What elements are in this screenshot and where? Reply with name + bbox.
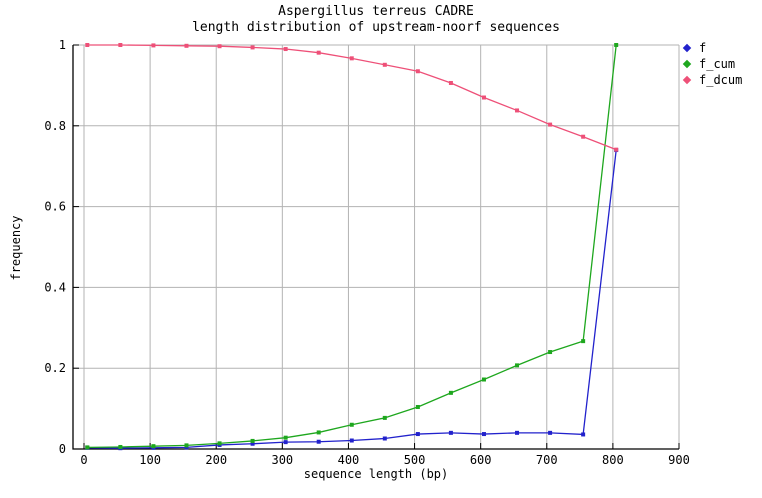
legend: f f_cum f_dcum xyxy=(681,40,742,88)
chart-subtitle: length distribution of upstream-noorf se… xyxy=(192,20,560,35)
legend-label-f-cum: f_cum xyxy=(699,57,736,71)
series-line-f_dcum xyxy=(87,44,617,151)
y-tick-label: 0.2 xyxy=(44,361,66,375)
series-point-f xyxy=(448,430,453,435)
y-tick-label: 1 xyxy=(59,38,66,52)
legend-item-f: f xyxy=(681,40,742,56)
y-axis-label: frequency xyxy=(9,215,23,281)
series-point-f_dcum xyxy=(614,147,619,152)
series-point-f_cum xyxy=(85,445,90,450)
x-tick-label: 100 xyxy=(139,453,161,467)
series-point-f_cum xyxy=(349,422,354,427)
series-point-f_dcum xyxy=(283,47,288,52)
series-point-f_dcum xyxy=(581,134,586,139)
series-point-f_dcum xyxy=(481,95,486,100)
series-point-f_cum xyxy=(382,415,387,420)
series-point-f_cum xyxy=(448,390,453,395)
legend-item-f-cum: f_cum xyxy=(681,56,742,72)
series-point-f xyxy=(415,432,420,437)
legend-item-f-dcum: f_dcum xyxy=(681,72,742,88)
x-tick-label: 600 xyxy=(470,453,492,467)
series-point-f xyxy=(515,430,520,435)
legend-label-f-dcum: f_dcum xyxy=(699,73,743,87)
series-point-f_cum xyxy=(118,444,123,449)
x-tick-label: 500 xyxy=(404,453,426,467)
x-tick-label: 0 xyxy=(80,453,87,467)
series-point-f xyxy=(250,441,255,446)
series-point-f_dcum xyxy=(184,43,189,48)
series-point-f_dcum xyxy=(250,45,255,50)
series-point-f_cum xyxy=(217,441,222,446)
series-point-f_cum xyxy=(614,43,619,47)
series-line-f_cum xyxy=(87,44,617,449)
series-point-f_dcum xyxy=(316,50,321,55)
series-point-f xyxy=(316,439,321,444)
series-point-f_dcum xyxy=(85,43,90,47)
legend-marker-f-cum-icon xyxy=(682,59,692,69)
series-point-f_dcum xyxy=(415,69,420,74)
x-tick-label: 900 xyxy=(668,453,690,467)
series-point-f_dcum xyxy=(515,108,520,113)
series-line-f xyxy=(87,149,617,449)
x-tick-label: 300 xyxy=(271,453,293,467)
series-point-f_cum xyxy=(283,435,288,440)
y-tick-label: 0.6 xyxy=(44,200,66,214)
x-tick-label: 200 xyxy=(205,453,227,467)
series-point-f_cum xyxy=(316,430,321,435)
series-point-f_dcum xyxy=(382,62,387,67)
legend-marker-f-icon xyxy=(682,43,692,53)
series-point-f_dcum xyxy=(118,43,123,47)
series-point-f_cum xyxy=(151,444,156,449)
series-point-f xyxy=(548,430,553,435)
series-point-f_cum xyxy=(515,363,520,368)
series-point-f_dcum xyxy=(151,43,156,48)
series-point-f_cum xyxy=(548,350,553,355)
y-tick-label: 0 xyxy=(59,442,66,456)
series-point-f xyxy=(349,438,354,443)
series-point-f_dcum xyxy=(448,80,453,85)
series-point-f xyxy=(481,432,486,437)
title-block: Aspergillus terreus CADRE length distrib… xyxy=(73,4,679,36)
series-point-f_cum xyxy=(581,339,586,344)
series-point-f xyxy=(184,445,189,450)
series-point-f xyxy=(581,432,586,437)
x-tick-label: 700 xyxy=(536,453,558,467)
series-point-f xyxy=(283,440,288,445)
series-point-f_cum xyxy=(184,443,189,448)
series-point-f_dcum xyxy=(217,44,222,49)
x-tick-label: 800 xyxy=(602,453,624,467)
legend-label-f: f xyxy=(699,41,707,55)
series-point-f_cum xyxy=(415,404,420,409)
x-tick-label: 400 xyxy=(338,453,360,467)
series-point-f_cum xyxy=(481,377,486,382)
x-axis-label: sequence length (bp) xyxy=(303,467,449,481)
y-tick-label: 0.8 xyxy=(44,119,66,133)
series-point-f_cum xyxy=(250,438,255,443)
series-point-f_dcum xyxy=(349,56,354,61)
chart-title: Aspergillus terreus CADRE xyxy=(278,4,474,19)
legend-marker-f-dcum-icon xyxy=(682,75,692,85)
series-point-f xyxy=(382,436,387,441)
y-tick-label: 0.4 xyxy=(44,280,66,294)
series-point-f_dcum xyxy=(548,122,553,127)
